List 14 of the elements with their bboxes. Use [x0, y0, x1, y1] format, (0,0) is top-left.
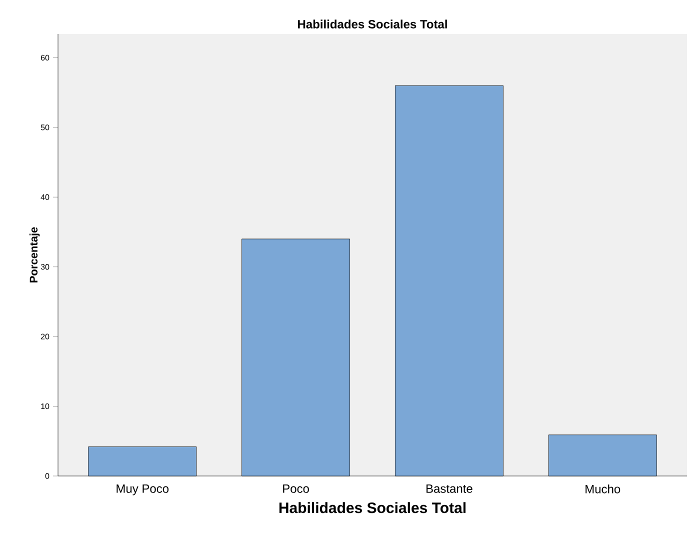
x-tick-label: Poco	[283, 484, 309, 493]
y-tick-label: 50	[40, 124, 50, 130]
x-tick-label: Muy Poco	[116, 484, 169, 496]
y-tick-label: 40	[40, 194, 50, 200]
x-axis-title: Habilidades Sociales Total	[279, 502, 466, 514]
y-tick-label: 30	[40, 264, 50, 270]
y-tick-label: 20	[40, 334, 50, 340]
chart-title: Habilidades Sociales Total	[298, 20, 447, 28]
y-tick-label: 10	[41, 403, 50, 410]
x-tick-label: Bastante	[426, 484, 472, 493]
y-axis-title: Porcentaje	[29, 227, 40, 282]
y-tick-label: 0	[45, 473, 50, 479]
y-tick-label: 60	[40, 54, 50, 61]
x-tick-label: Mucho	[586, 484, 620, 494]
